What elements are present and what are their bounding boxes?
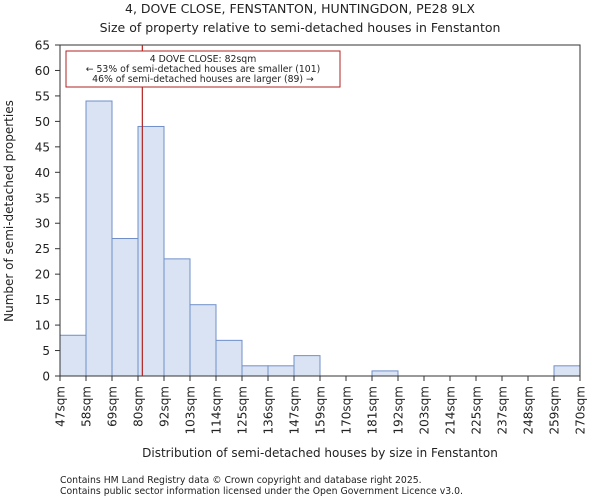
histogram-bar (293, 355, 321, 377)
y-tick-label: 55 (35, 89, 50, 103)
x-axis-ticks: 47sqm 58sqm 69sqm 80sqm 92sqm 103sqm 114sqm 125… (54, 376, 588, 434)
histogram-bar (163, 258, 191, 377)
y-tick-label: 25 (35, 242, 50, 256)
histogram-bar (215, 339, 243, 377)
y-tick-label: 40 (35, 166, 50, 180)
x-tick-label: 181sqm (366, 386, 380, 434)
x-tick-label: 147sqm (288, 386, 302, 434)
histogram-bar (189, 304, 217, 377)
histogram-bar (371, 370, 399, 377)
y-tick-label: 0 (42, 370, 50, 384)
chart-subtitle: Size of property relative to semi-detach… (100, 20, 501, 35)
x-tick-label: 47sqm (54, 386, 68, 427)
annotation-line-2: ← 53% of semi-detached houses are smalle… (86, 64, 320, 75)
x-tick-label: 248sqm (522, 386, 536, 434)
y-tick-label: 15 (35, 293, 50, 307)
x-tick-label: 69sqm (106, 386, 120, 427)
histogram-bar (85, 100, 113, 377)
y-tick-label: 65 (35, 39, 50, 53)
y-tick-label: 45 (35, 140, 50, 154)
y-tick-label: 30 (35, 217, 50, 231)
x-tick-label: 80sqm (132, 386, 146, 427)
y-tick-label: 35 (35, 191, 50, 205)
y-tick-label: 50 (35, 115, 50, 129)
x-tick-label: 170sqm (340, 386, 354, 434)
x-tick-label: 159sqm (314, 386, 328, 434)
x-tick-label: 58sqm (80, 386, 94, 427)
annotation-line-1: 4 DOVE CLOSE: 82sqm (150, 54, 257, 65)
y-axis-ticks: 0 5 10 15 20 25 30 35 40 45 50 55 60 65 (35, 39, 60, 384)
x-tick-label: 203sqm (418, 386, 432, 434)
x-tick-label: 125sqm (236, 386, 250, 434)
x-tick-label: 136sqm (262, 386, 276, 434)
histogram-bar (59, 334, 87, 377)
footer-line-2: Contains public sector information licen… (60, 486, 463, 497)
x-tick-label: 259sqm (548, 386, 562, 434)
x-tick-label: 270sqm (574, 386, 588, 434)
x-tick-label: 237sqm (496, 386, 510, 434)
x-tick-label: 114sqm (210, 386, 224, 434)
y-axis-label: Number of semi-detached properties (2, 100, 16, 322)
y-tick-label: 60 (35, 64, 50, 78)
x-tick-label: 103sqm (184, 386, 198, 434)
footer-line-1: Contains HM Land Registry data © Crown c… (60, 475, 422, 486)
x-tick-label: 225sqm (470, 386, 484, 434)
annotation-box: 4 DOVE CLOSE: 82sqm ← 53% of semi-detach… (65, 50, 341, 88)
y-tick-label: 5 (42, 344, 50, 358)
chart-title: 4, DOVE CLOSE, FENSTANTON, HUNTINGDON, P… (125, 1, 475, 16)
bars-group (59, 100, 581, 377)
histogram-bar (241, 365, 269, 377)
histogram-bar (267, 365, 295, 377)
x-axis-label: Distribution of semi-detached houses by … (142, 446, 498, 460)
x-tick-label: 214sqm (444, 386, 458, 434)
histogram-bar (111, 238, 139, 377)
y-tick-label: 10 (35, 319, 50, 333)
x-tick-label: 92sqm (158, 386, 172, 427)
histogram-bar (553, 365, 581, 377)
plot-frame (59, 44, 581, 377)
x-tick-label: 192sqm (392, 386, 406, 434)
annotation-line-3: 46% of semi-detached houses are larger (… (92, 74, 314, 85)
y-tick-label: 20 (35, 268, 50, 282)
